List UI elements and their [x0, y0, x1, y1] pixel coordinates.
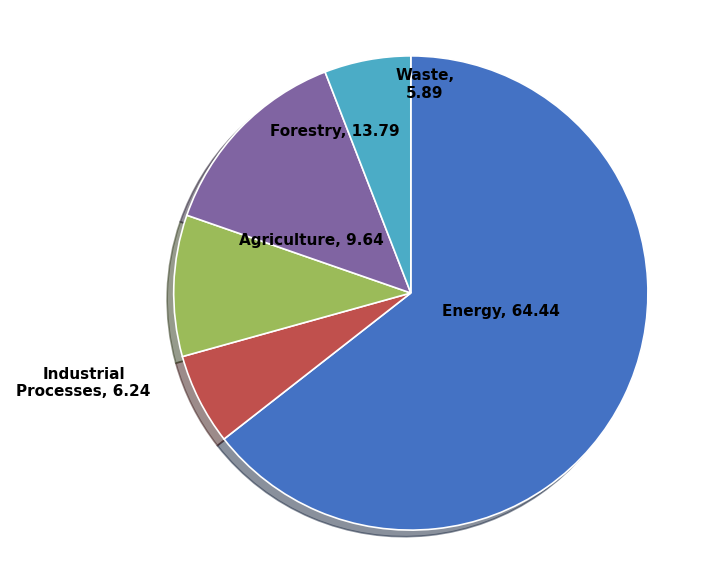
Text: Waste,
5.89: Waste, 5.89: [396, 68, 454, 101]
Text: Agriculture, 9.64: Agriculture, 9.64: [239, 233, 383, 248]
Text: Industrial
Processes, 6.24: Industrial Processes, 6.24: [17, 367, 151, 399]
Wedge shape: [182, 293, 411, 439]
Text: Energy, 64.44: Energy, 64.44: [442, 305, 560, 319]
Text: Forestry, 13.79: Forestry, 13.79: [270, 124, 400, 139]
Wedge shape: [187, 72, 411, 293]
Wedge shape: [325, 56, 411, 293]
Wedge shape: [224, 56, 648, 530]
Wedge shape: [174, 215, 411, 356]
